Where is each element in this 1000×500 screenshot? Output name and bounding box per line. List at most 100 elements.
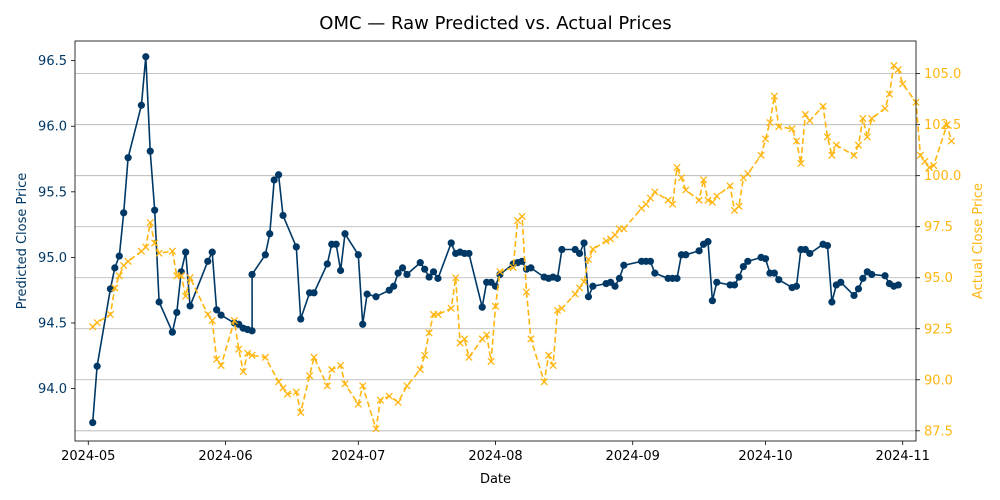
x-tick-label: 2024-06: [198, 449, 252, 464]
plot-frame: [74, 40, 917, 442]
actual-point: [230, 316, 239, 325]
predicted-point: [615, 274, 624, 282]
predicted-point: [553, 274, 562, 282]
predicted-point: [275, 171, 283, 179]
y-axis-label-left: Predicted Close Price: [15, 173, 30, 309]
x-axis-label: Date: [480, 472, 511, 487]
actual-point: [819, 102, 827, 110]
actual-point: [425, 329, 433, 337]
actual-point: [496, 267, 504, 276]
predicted-point: [584, 293, 593, 301]
actual-point: [274, 378, 283, 386]
actual-point: [297, 408, 305, 417]
actual-point: [682, 186, 690, 194]
predicted-point: [682, 251, 690, 259]
y-tick-label-left: 94.5: [38, 316, 67, 331]
actual-point: [465, 353, 473, 361]
actual-point: [93, 318, 101, 327]
predicted-point: [323, 260, 331, 268]
actual-point: [168, 247, 177, 255]
actual-point: [111, 284, 119, 292]
actual-point: [770, 92, 779, 100]
predicted-point: [115, 252, 123, 260]
actual-point: [261, 353, 269, 361]
actual-point: [155, 249, 163, 257]
predicted-point: [558, 245, 566, 254]
actual-point: [549, 361, 557, 370]
y-tick-label-right: 95.0: [924, 271, 953, 286]
predicted-point: [332, 240, 340, 248]
gridlines: [75, 73, 916, 432]
actual-point: [921, 157, 929, 166]
actual-point: [239, 367, 247, 376]
predicted-point: [266, 230, 274, 238]
actual-point: [589, 245, 597, 253]
predicted-point: [429, 268, 438, 276]
x-tick-label: 2024-10: [738, 449, 792, 464]
actual-point: [801, 110, 810, 119]
actual-point: [571, 290, 579, 298]
y-tick-label-left: 95.5: [38, 185, 67, 200]
predicted-point: [739, 262, 747, 271]
predicted-point: [93, 362, 101, 370]
actual-point: [212, 355, 221, 364]
actual-point: [930, 161, 938, 170]
actual-point: [766, 118, 774, 127]
actual-point: [761, 135, 770, 143]
predicted-point: [372, 293, 380, 301]
actual-point: [460, 335, 469, 343]
actual-point: [540, 378, 548, 386]
predicted-point: [730, 281, 739, 289]
actual-point: [775, 123, 783, 131]
predicted-point: [527, 264, 535, 272]
predicted-point: [217, 311, 225, 319]
y-axis-label-right: Actual Close Price: [971, 183, 986, 299]
actual-point: [868, 114, 876, 123]
actual-point: [186, 274, 194, 282]
actual-point: [894, 65, 902, 74]
predicted-point: [589, 282, 597, 290]
actual-point: [695, 196, 703, 204]
actual-point: [668, 200, 677, 208]
actual-point: [797, 159, 805, 168]
predicted-point: [142, 53, 150, 61]
actual-point: [491, 302, 500, 310]
actual-point: [881, 104, 889, 113]
predicted-point: [89, 419, 97, 427]
actual-point: [376, 396, 385, 404]
predicted-point: [576, 249, 584, 258]
actual-point: [580, 278, 588, 286]
actual-point: [341, 380, 349, 388]
predicted-point: [270, 176, 278, 184]
x-tick-label: 2024-08: [468, 449, 522, 464]
actual-point: [744, 169, 752, 178]
predicted-point: [186, 302, 194, 310]
y-tick-label-right: 97.5: [924, 220, 953, 235]
predicted-point: [806, 249, 814, 258]
actual-point: [106, 310, 115, 319]
predicted-point: [620, 261, 628, 269]
predicted-point: [651, 269, 659, 277]
actual-point: [854, 141, 863, 149]
actual-series: [89, 61, 956, 433]
predicted-point: [182, 248, 190, 256]
actual-point: [832, 141, 840, 149]
actual-point: [518, 212, 526, 221]
predicted-point: [168, 328, 176, 336]
axes: 2024-05 2024-06 2024-07 2024-08 2024-09 2024-…: [38, 40, 961, 464]
actual-point: [916, 151, 925, 159]
predicted-point: [261, 251, 269, 259]
actual-point: [863, 133, 871, 141]
actual-point: [708, 198, 717, 206]
predicted-point: [124, 154, 132, 162]
predicted-point: [248, 327, 256, 335]
predicted-point: [416, 259, 424, 267]
predicted-point: [775, 276, 783, 284]
predicted-point: [611, 282, 619, 290]
predicted-point: [425, 273, 433, 281]
predicted-point: [792, 282, 801, 290]
actual-point: [305, 372, 314, 380]
predicted-point: [478, 303, 486, 311]
predicted-point: [421, 265, 429, 273]
